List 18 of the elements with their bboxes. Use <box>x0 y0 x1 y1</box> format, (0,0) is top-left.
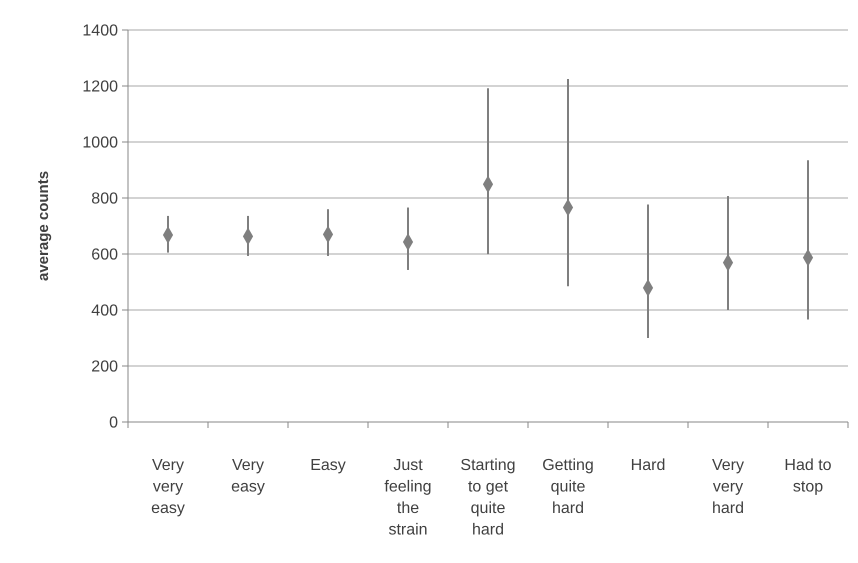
x-tick-label: Hard <box>630 457 666 474</box>
x-tick-label: Very very easy <box>151 457 185 517</box>
x-tick-label: Very easy <box>231 457 265 496</box>
x-tick-label: Starting to get quite hard <box>460 457 516 538</box>
x-tick-label: Very very hard <box>712 457 744 517</box>
y-axis-title: average counts <box>35 170 52 282</box>
y-tick-label: 600 <box>91 246 118 264</box>
y-tick-label: 800 <box>91 190 118 208</box>
y-tick-label: 1000 <box>82 134 118 152</box>
y-tick-label: 200 <box>91 358 118 376</box>
x-tick-label: Easy <box>310 457 346 474</box>
y-tick-label: 1400 <box>82 22 118 40</box>
y-tick-label: 0 <box>109 414 118 432</box>
x-tick-label: Getting quite hard <box>542 457 594 517</box>
y-tick-label: 1200 <box>82 78 118 96</box>
y-tick-label: 400 <box>91 302 118 320</box>
x-tick-label: Just feeling the strain <box>384 457 432 538</box>
x-tick-label: Had to stop <box>784 457 832 496</box>
